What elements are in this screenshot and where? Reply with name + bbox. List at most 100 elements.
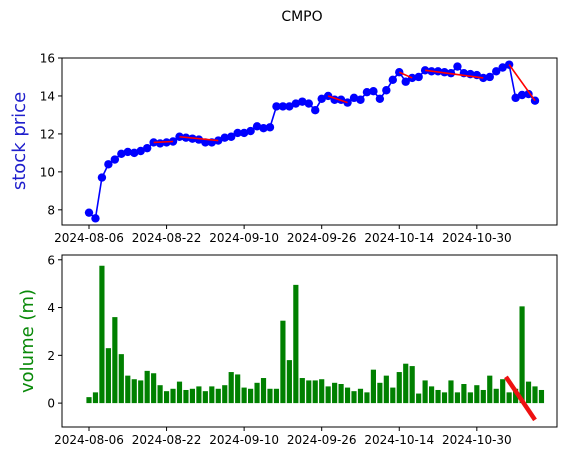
- price-point: [517, 90, 527, 100]
- volume-bar: [351, 391, 357, 404]
- volume-bar: [267, 388, 273, 404]
- volume-bar: [532, 386, 538, 404]
- volume-bar: [293, 284, 299, 404]
- price-x-tick-label: 2024-08-22: [132, 231, 202, 245]
- price-point: [311, 105, 320, 115]
- price-point: [252, 122, 262, 131]
- price-point: [239, 128, 249, 138]
- volume-x-tick-label: 2024-09-10: [209, 433, 279, 447]
- volume-bar: [435, 389, 441, 404]
- price-point: [123, 147, 132, 157]
- volume-bar: [248, 388, 254, 404]
- price-axes-frame: [61, 57, 558, 226]
- volume-bar: [487, 375, 493, 404]
- volume-bar: [525, 381, 532, 404]
- volume-bar: [189, 388, 196, 404]
- price-trend-segment: [327, 95, 348, 104]
- volume-bar: [364, 392, 370, 404]
- price-point: [498, 63, 507, 72]
- price-x-tick-label: 2024-10-30: [442, 231, 512, 245]
- volume-bar: [513, 388, 519, 404]
- volume-x-tick-label: 2024-08-22: [132, 433, 202, 447]
- volume-bar: [377, 382, 383, 404]
- price-trend-segment: [398, 71, 413, 79]
- volume-y-axis: 0 2 4 6: [47, 253, 62, 411]
- volume-bar: [390, 387, 396, 404]
- chart-title: CMPO: [281, 9, 322, 25]
- volume-bar: [325, 386, 331, 404]
- price-point: [401, 77, 410, 86]
- volume-bar: [396, 372, 402, 404]
- volume-bar: [144, 370, 150, 404]
- price-point: [233, 128, 242, 138]
- volume-bar: [209, 386, 215, 404]
- price-point: [349, 93, 359, 103]
- volume-bar: [170, 388, 176, 404]
- volume-bar: [428, 386, 435, 404]
- volume-bar: [183, 389, 189, 404]
- volume-bar: [332, 382, 338, 404]
- price-point: [246, 126, 255, 136]
- price-x-tick-label: 2024-10-14: [364, 231, 434, 245]
- volume-bar: [222, 385, 228, 404]
- price-point: [104, 160, 113, 169]
- volume-bar: [403, 363, 409, 404]
- volume-bar: [344, 387, 351, 404]
- volume-bar: [286, 360, 292, 404]
- volume-bar: [319, 379, 325, 404]
- volume-bar: [254, 382, 260, 404]
- volume-bar: [118, 354, 124, 404]
- volume-bar: [441, 392, 448, 404]
- price-point: [298, 97, 307, 106]
- volume-bar: [422, 380, 428, 404]
- price-x-tick-label: 2024-09-10: [209, 231, 279, 245]
- price-point: [511, 93, 520, 103]
- volume-x-axis: 2024-08-06 2024-08-22 2024-09-10 2024-09-26…: [54, 427, 512, 447]
- volume-bar: [338, 384, 344, 404]
- volume-bar: [370, 369, 376, 404]
- volume-bar: [448, 380, 454, 404]
- price-trend-segment: [508, 64, 536, 102]
- price-point: [278, 102, 288, 111]
- volume-bar: [273, 388, 280, 404]
- price-y-tick-label: 8: [47, 203, 55, 217]
- price-point: [304, 99, 313, 108]
- volume-trend-line: [504, 375, 537, 422]
- volume-bar: [92, 392, 99, 404]
- price-point: [97, 173, 107, 182]
- price-point: [130, 148, 139, 158]
- price-trend-segment: [425, 69, 484, 79]
- volume-bar: [125, 375, 131, 404]
- price-point: [356, 95, 365, 104]
- price-point: [201, 138, 210, 147]
- volume-bar: [538, 389, 545, 404]
- price-point: [194, 135, 204, 144]
- price-point: [91, 214, 100, 223]
- volume-bar: [235, 374, 241, 404]
- volume-bar: [151, 373, 157, 404]
- volume-bar: [493, 388, 499, 404]
- volume-bar: [357, 388, 364, 404]
- volume-bar: [480, 389, 486, 404]
- price-point: [524, 89, 533, 99]
- volume-bar: [306, 380, 312, 404]
- volume-y-axis-label: volume (m): [17, 289, 38, 393]
- price-y-axis-label: stock price: [9, 92, 30, 190]
- volume-bar: [138, 380, 144, 404]
- price-y-axis: 8 10 12 14 16: [40, 52, 62, 217]
- price-point: [407, 73, 417, 83]
- volume-bar: [312, 380, 318, 404]
- price-point: [84, 208, 94, 217]
- volume-bar: [112, 317, 118, 404]
- volume-bar: [260, 378, 267, 404]
- price-point: [369, 87, 378, 96]
- price-point: [117, 149, 126, 159]
- volume-bar: [196, 386, 202, 404]
- price-point: [492, 67, 501, 76]
- price-point: [375, 94, 385, 104]
- volume-x-tick-label: 2024-08-06: [54, 433, 124, 447]
- price-chart: 8 10 12 14 16 2024-08-06 2024-08-22 2024-09-10…: [9, 52, 558, 245]
- volume-bar: [86, 397, 92, 404]
